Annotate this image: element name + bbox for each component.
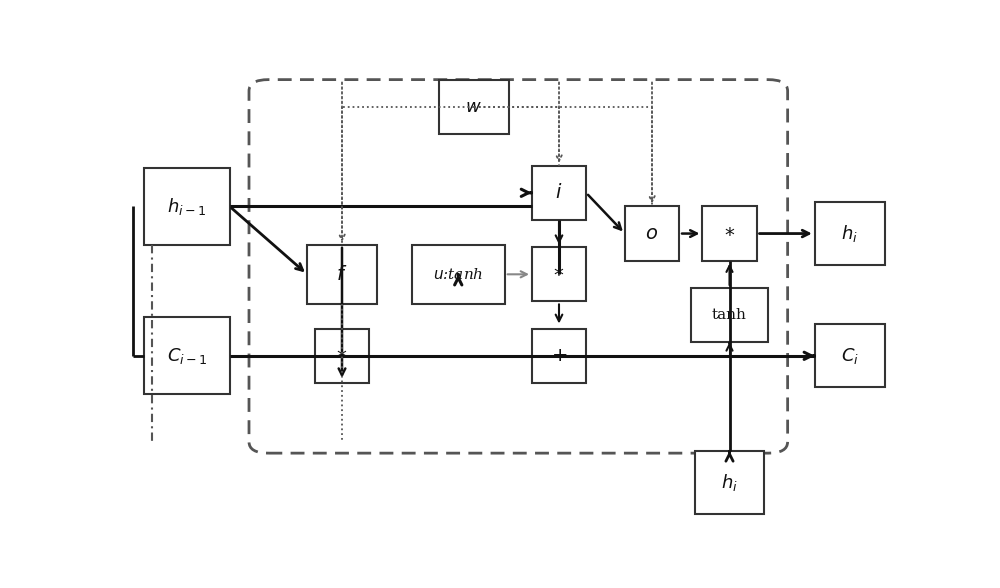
Bar	[702, 206, 757, 260]
Text: $w$: $w$	[465, 98, 482, 116]
Bar	[412, 245, 505, 304]
Bar	[815, 202, 885, 265]
Bar	[439, 79, 509, 134]
Bar	[532, 166, 586, 220]
Text: $u$:tanh: $u$:tanh	[433, 267, 483, 282]
Text: $o$: $o$	[645, 225, 659, 243]
Text: $h_i$: $h_i$	[721, 472, 738, 493]
Bar	[532, 247, 586, 302]
Text: tanh: tanh	[712, 308, 747, 322]
Text: $f$: $f$	[336, 265, 348, 284]
Bar	[691, 288, 768, 342]
Text: $h_i$: $h_i$	[841, 223, 858, 244]
Bar	[144, 168, 230, 245]
Text: $C_{i-1}$: $C_{i-1}$	[167, 346, 207, 366]
Bar	[315, 329, 369, 383]
Bar	[144, 318, 230, 395]
Text: $*$: $*$	[553, 265, 565, 283]
Text: $C_i$: $C_i$	[841, 346, 859, 366]
Text: $h_{i-1}$: $h_{i-1}$	[167, 196, 207, 217]
Text: $+$: $+$	[551, 347, 567, 365]
Text: $i$: $i$	[555, 183, 563, 202]
Text: $*$: $*$	[724, 225, 735, 243]
Bar	[815, 324, 885, 387]
Bar	[695, 451, 764, 514]
Bar	[307, 245, 377, 304]
Text: $*$: $*$	[336, 347, 348, 365]
Bar	[532, 329, 586, 383]
Bar	[625, 206, 679, 260]
